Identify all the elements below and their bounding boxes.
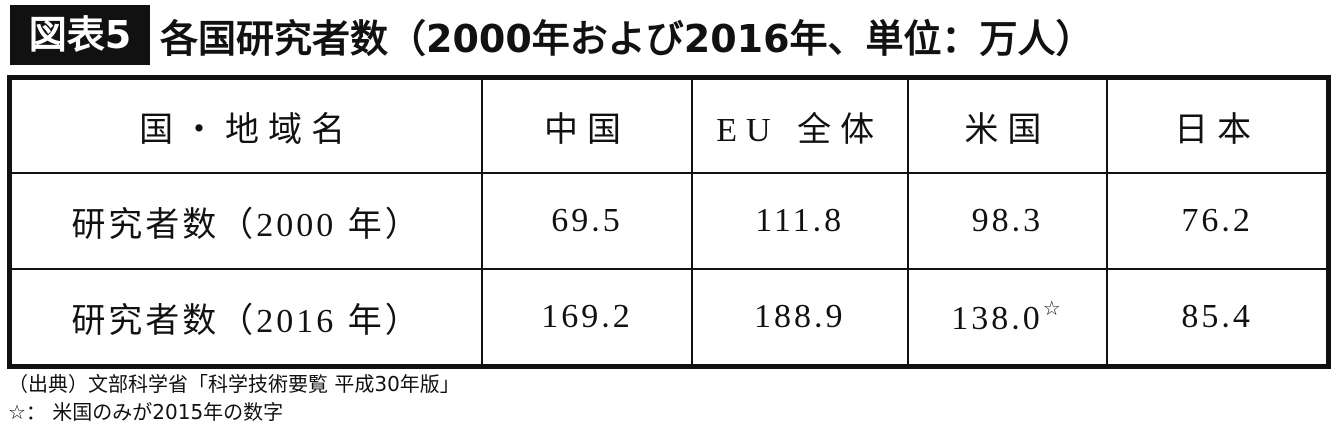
column-header: 国・地域名 [9, 78, 484, 174]
column-header: 米国 [906, 78, 1109, 174]
row-header: 研究者数（2000 年） [9, 172, 484, 270]
table-cell: 76.2 [1106, 172, 1328, 270]
table-cell: 138.0☆ [906, 268, 1109, 366]
cell-value: 138.0 [951, 300, 1043, 337]
data-table: 国・地域名 中国 EU 全体 米国 日本 研究者数（2000 年） 69.5 111.8 98… [7, 75, 1331, 369]
table-body: 研究者数（2000 年） 69.5 111.8 98.3 76.2 研究者数（2016 年… [9, 172, 1328, 366]
column-header: 日本 [1106, 78, 1328, 174]
table-cell: 169.2 [481, 268, 693, 366]
title: 各国研究者数（2000年および2016年、単位：万人） [160, 16, 1094, 61]
column-header: 中国 [481, 78, 693, 174]
notes: （出典）文部科学省「科学技術要覧 平成30年版」 ☆： 米国のみが2015年の数… [8, 370, 460, 426]
cell-mark: ☆ [1042, 298, 1064, 320]
table-cell: 188.9 [690, 268, 909, 366]
table-cell: 85.4 [1106, 268, 1328, 366]
footnote: ☆： 米国のみが2015年の数字 [8, 400, 284, 424]
table-row: 研究者数（2016 年） 169.2 188.9 138.0☆ 85.4 [9, 268, 1328, 366]
row-header: 研究者数（2016 年） [9, 268, 484, 366]
table-cell: 98.3 [906, 172, 1109, 270]
table-cell: 69.5 [481, 172, 693, 270]
figure-label: 図表5 [10, 5, 150, 65]
column-header: EU 全体 [690, 78, 909, 174]
table-cell: 111.8 [690, 172, 909, 270]
source-note: （出典）文部科学省「科学技術要覧 平成30年版」 [8, 372, 460, 396]
header-row: 国・地域名 中国 EU 全体 米国 日本 [9, 78, 1328, 174]
header: 図表5 各国研究者数（2000年および2016年、単位：万人） [10, 4, 1094, 66]
table-row: 研究者数（2000 年） 69.5 111.8 98.3 76.2 [9, 172, 1328, 270]
